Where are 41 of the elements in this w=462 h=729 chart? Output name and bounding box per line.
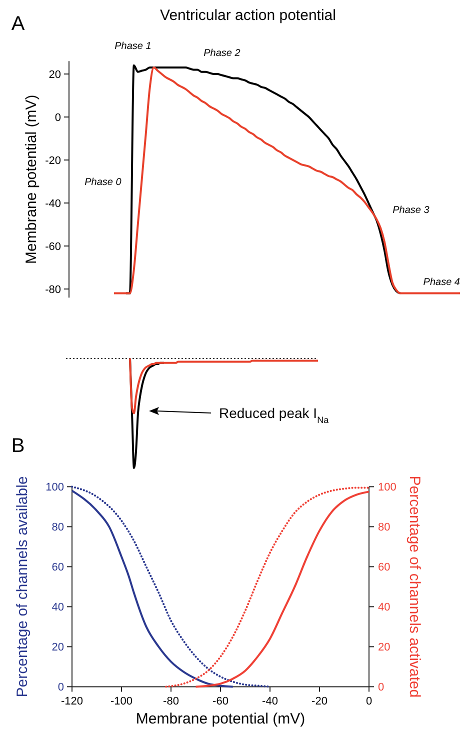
annotation: Phase 0	[84, 177, 122, 188]
line-series	[194, 490, 370, 688]
x-tick-label: -40	[262, 696, 278, 708]
x-axis-title: Membrane potential (mV)	[136, 710, 306, 728]
y2-tick-label: 100	[378, 482, 396, 494]
y2-tick-label: 60	[378, 562, 390, 574]
x-tick-label: -120	[60, 696, 84, 708]
x-tick-label: -100	[110, 696, 133, 708]
x-tick-label: -80	[163, 696, 179, 708]
y2-tick-label: 40	[378, 602, 390, 614]
y-tick-label: -40	[45, 198, 61, 210]
y-tick-label: 20	[52, 642, 64, 654]
y-tick-label: -60	[45, 240, 61, 253]
x-tick-label: -60	[212, 696, 228, 708]
y-tick-label: 0	[54, 112, 61, 124]
line-series	[71, 490, 234, 688]
y2-tick-label: 0	[378, 682, 384, 694]
x-tick-label: -20	[312, 696, 328, 708]
chart-title: Ventricular action potential	[160, 7, 336, 24]
y-axis-title: Percentage of channels available	[14, 476, 31, 698]
y-tick-label: 40	[52, 602, 64, 614]
text: A	[11, 13, 26, 35]
y2-tick-label: 80	[378, 522, 390, 534]
y-tick-label: 0	[58, 682, 64, 694]
y2-axis-title: Percentage of channels activated	[406, 476, 423, 698]
annotation: Reduced peak I$_{Na}$	[219, 405, 330, 425]
annotation: Phase 4	[423, 277, 460, 288]
text: Phase 1	[114, 41, 152, 52]
y-tick-label: 60	[52, 562, 64, 574]
y-tick-label: -20	[45, 154, 61, 167]
annotation: Phase 3	[392, 205, 430, 216]
y-tick-label: 80	[52, 522, 64, 534]
line-series	[113, 66, 461, 294]
y-tick-label: -80	[45, 284, 61, 296]
y2-tick-label: 20	[378, 642, 390, 654]
text: Phase 2	[204, 48, 241, 59]
y-axis-title: Membrane potential (mV)	[23, 94, 40, 264]
y-tick-label: 100	[46, 482, 64, 494]
y-tick-label: 20	[48, 68, 61, 81]
x-tick-label: 0	[366, 696, 372, 708]
text: B	[11, 435, 25, 457]
